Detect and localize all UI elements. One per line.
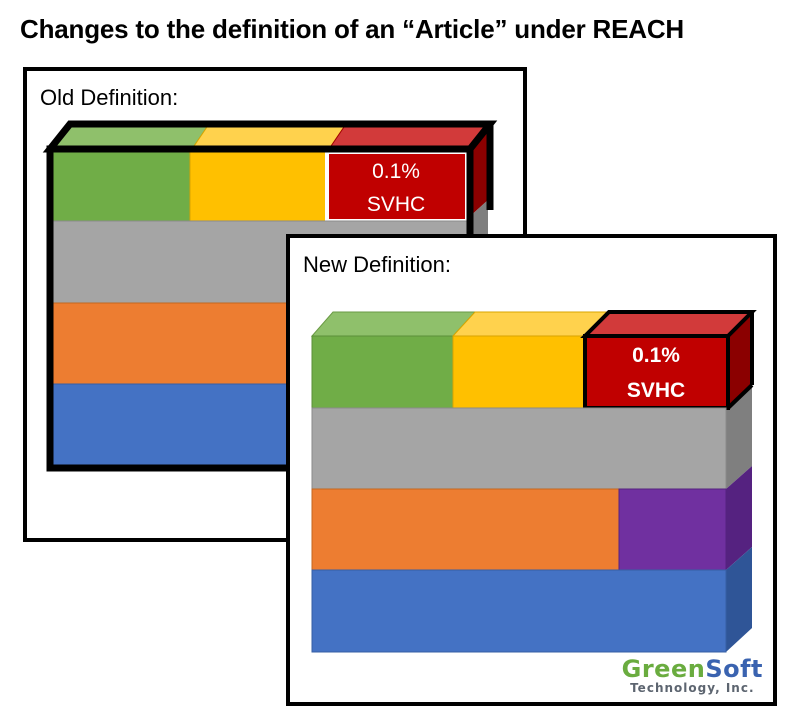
new-purple-block	[618, 488, 727, 571]
new-red-block	[583, 334, 730, 410]
new-svhc-line2: SVHC	[627, 379, 685, 402]
old-definition-label: Old Definition:	[40, 85, 179, 110]
greensoft-logo: GreenSoft Technology, Inc.	[622, 657, 763, 694]
new-yellow-block	[452, 335, 586, 409]
new-green-top	[310, 311, 477, 337]
new-gray-layer	[311, 407, 727, 490]
new-red-block-outline-edge	[726, 383, 754, 410]
logo-wordmark: GreenSoft	[622, 657, 763, 681]
old-svhc-line1: 0.1%	[372, 160, 420, 183]
new-green-block	[311, 335, 454, 409]
page-title: Changes to the definition of an “Article…	[20, 14, 684, 44]
new-svhc-line1: 0.1%	[632, 344, 680, 367]
new-gray-side	[726, 385, 752, 489]
old-yellow-block	[189, 151, 328, 222]
logo-green-text: Green	[621, 655, 706, 683]
old-svhc-line2: SVHC	[367, 193, 425, 216]
new-definition-label: New Definition:	[303, 252, 451, 277]
new-purple-side	[726, 466, 752, 570]
new-yellow-top	[451, 311, 609, 337]
new-blue-side	[726, 547, 752, 652]
new-orange-layer	[311, 488, 620, 571]
logo-subtitle: Technology, Inc.	[630, 681, 755, 695]
new-red-top	[583, 311, 754, 337]
logo-blue-text: Soft	[705, 655, 763, 683]
new-blue-layer	[311, 569, 727, 653]
new-red-side	[728, 312, 752, 408]
